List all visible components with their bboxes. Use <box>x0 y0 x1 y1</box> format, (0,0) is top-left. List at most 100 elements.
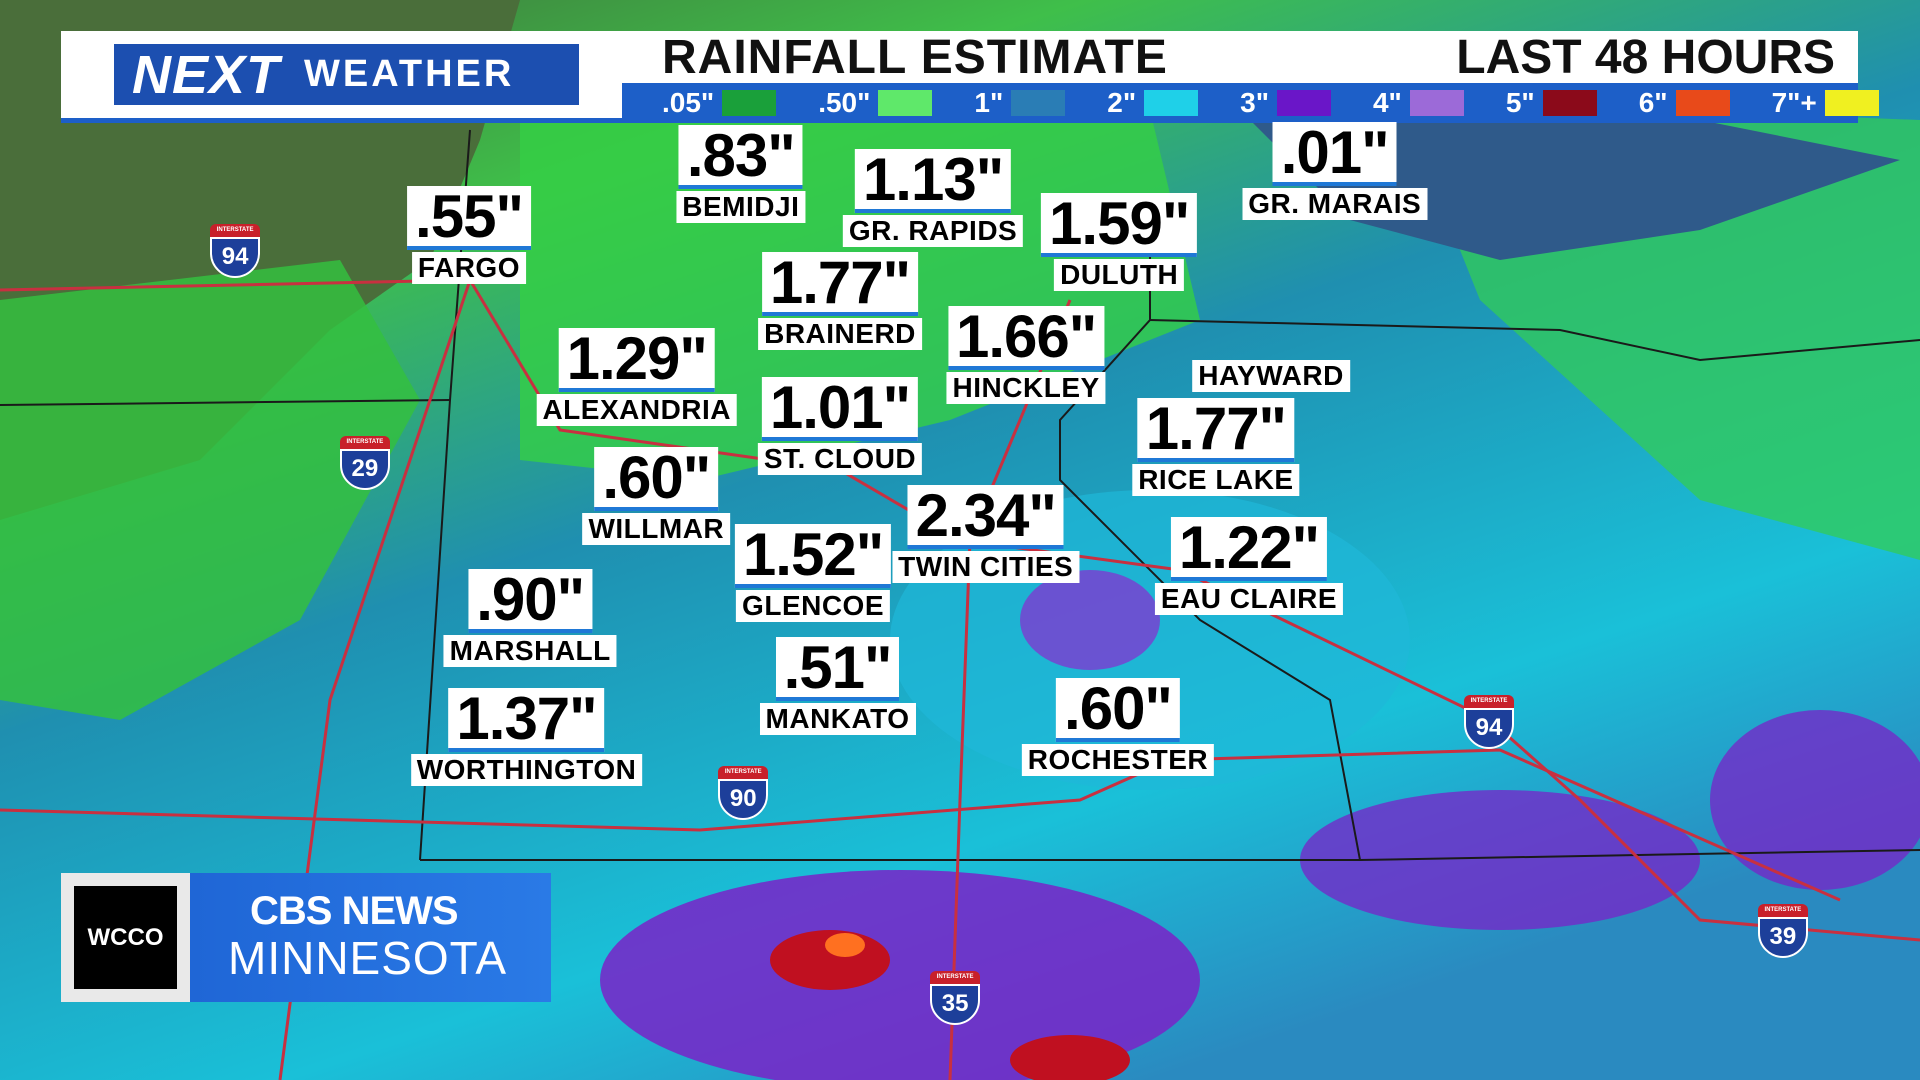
city-name: RICE LAKE <box>1132 463 1300 496</box>
rain-total: .60" <box>1056 678 1180 743</box>
city-label: 1.66" HINCKLEY <box>946 306 1106 405</box>
state-borders <box>0 129 1920 861</box>
shield-top: INTERSTATE <box>210 224 261 238</box>
legend-item: 5" <box>1506 87 1597 119</box>
heavy-rain <box>1710 710 1920 890</box>
shield-number: 39 <box>1757 916 1808 958</box>
extreme-rain <box>1010 1035 1130 1080</box>
legend-item: 1" <box>974 87 1066 119</box>
rain-area <box>0 260 420 720</box>
legend-label: 1" <box>974 87 1004 118</box>
city-label: HAYWARD <box>1192 358 1350 392</box>
legend: .05" .50" 1" 2" 3" 4" 5" 6" 7"+ <box>622 83 1879 123</box>
legend-label: 4" <box>1372 87 1402 118</box>
rain-total: .60" <box>594 446 719 511</box>
city-name: GR. MARAIS <box>1242 188 1428 221</box>
city-name: GLENCOE <box>736 590 891 623</box>
interstate-shield: INTERSTATE 94 <box>210 224 261 279</box>
legend-item: .50" <box>818 87 933 119</box>
interstate-shield: INTERSTATE 35 <box>930 970 981 1025</box>
city-name: WORTHINGTON <box>410 754 643 787</box>
city-label: 1.77" BRAINERD <box>758 252 922 351</box>
city-name: FARGO <box>411 252 526 285</box>
legend-swatch <box>1675 90 1730 116</box>
shield-top: INTERSTATE <box>339 435 390 449</box>
city-label: 1.59" DULUTH <box>1041 193 1198 292</box>
rain-total: 1.13" <box>854 149 1012 214</box>
rain-total: 1.29" <box>558 328 715 393</box>
legend-item: 3" <box>1240 87 1331 119</box>
legend-item: 7"+ <box>1772 87 1879 119</box>
rain-total: .51" <box>775 636 900 701</box>
city-name: BEMIDJI <box>676 190 806 223</box>
legend-swatch <box>1824 90 1879 116</box>
legend-label: 6" <box>1638 87 1668 118</box>
shield-number: 94 <box>1463 708 1514 750</box>
network-logo: CBS NEWS MINNESOTA <box>190 873 551 1002</box>
city-name: ALEXANDRIA <box>536 394 738 427</box>
city-label: .55" FARGO <box>407 186 531 285</box>
title: RAINFALL ESTIMATE <box>662 31 1168 84</box>
legend-swatch <box>1542 90 1597 116</box>
legend-swatch <box>1276 90 1331 116</box>
city-name: GR. RAPIDS <box>842 215 1024 248</box>
header-rule <box>61 118 622 123</box>
rain-total: .90" <box>468 569 593 634</box>
city-name: EAU CLAIRE <box>1154 582 1344 615</box>
city-name: BRAINERD <box>758 318 922 351</box>
legend-item: 2" <box>1107 87 1199 119</box>
station-logo: WCCO <box>74 886 177 989</box>
legend-label: 7"+ <box>1771 87 1817 118</box>
legend-label: .50" <box>818 87 871 118</box>
interstate-shield: INTERSTATE 94 <box>1463 695 1514 750</box>
shield-number: 94 <box>210 237 261 279</box>
rain-total: 1.59" <box>1041 193 1198 258</box>
city-label: 1.37" WORTHINGTON <box>410 688 643 787</box>
legend-item: .05" <box>662 87 777 119</box>
brand-logo: NEXT WEATHER <box>114 44 579 105</box>
shield-number: 90 <box>718 779 769 821</box>
interstate-shield: INTERSTATE 90 <box>718 766 769 821</box>
extreme-rain <box>825 933 865 957</box>
city-label: 2.34" TWIN CITIES <box>892 484 1080 583</box>
city-name: DULUTH <box>1054 259 1185 292</box>
city-label: 1.29" ALEXANDRIA <box>536 328 738 427</box>
legend-swatch <box>1409 90 1464 116</box>
region-name: MINNESOTA <box>228 932 508 984</box>
shield-top: INTERSTATE <box>1463 695 1514 709</box>
legend-label: 2" <box>1107 87 1137 118</box>
city-label: .60" WILLMAR <box>582 446 731 545</box>
brand-weather: WEATHER <box>304 53 515 95</box>
legend-label: 3" <box>1240 87 1269 118</box>
legend-swatch <box>722 90 777 116</box>
rain-total: 1.37" <box>448 688 605 753</box>
subtitle: LAST 48 HOURS <box>1456 31 1835 84</box>
legend-label: .05" <box>662 87 715 118</box>
city-label: 1.13" GR. RAPIDS <box>842 149 1024 248</box>
city-label: .60" ROCHESTER <box>1021 678 1215 777</box>
rain-total: .83" <box>678 124 803 189</box>
shield-number: 35 <box>930 983 981 1025</box>
rain-total: .01" <box>1272 122 1397 187</box>
rain-total: 1.77" <box>761 252 919 317</box>
city-label: .90" MARSHALL <box>443 569 617 668</box>
legend-swatch <box>878 90 933 116</box>
legend-item: 6" <box>1639 87 1730 119</box>
city-label: 1.01" ST. CLOUD <box>757 377 923 476</box>
network-name: CBS NEWS <box>250 889 459 933</box>
city-name: MARSHALL <box>443 635 617 668</box>
city-name: ST. CLOUD <box>757 443 923 476</box>
city-name: TWIN CITIES <box>892 550 1080 583</box>
interstate-shield: INTERSTATE 39 <box>1757 903 1808 958</box>
heavy-rain <box>1020 570 1160 670</box>
rain-total: 1.52" <box>734 524 892 589</box>
shield-top: INTERSTATE <box>1757 903 1808 917</box>
city-name: HAYWARD <box>1192 359 1350 392</box>
rain-total: 1.77" <box>1137 397 1295 462</box>
city-label: .51" MANKATO <box>759 636 916 735</box>
brand-next: NEXT <box>132 44 281 105</box>
city-name: MANKATO <box>759 702 916 735</box>
interstate-shield: INTERSTATE 29 <box>339 435 390 490</box>
city-name: HINCKLEY <box>946 372 1106 405</box>
rain-total: 1.22" <box>1170 516 1328 581</box>
